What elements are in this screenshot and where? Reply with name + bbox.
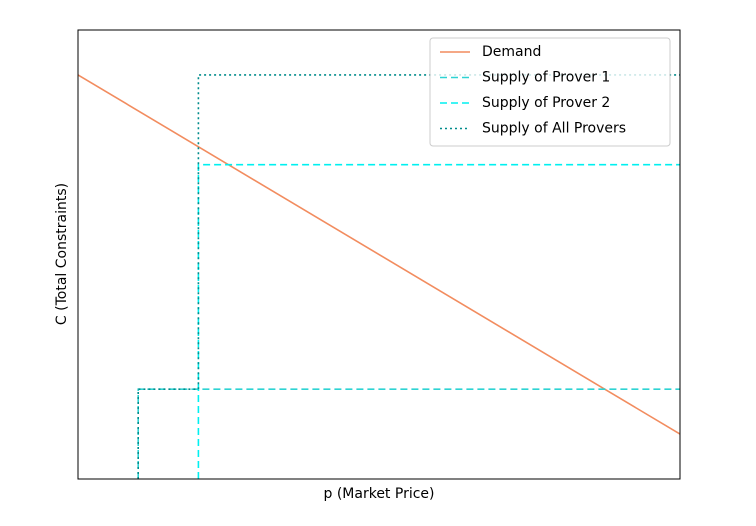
legend-label: Demand [482,44,541,60]
y-axis-label: C (Total Constraints) [54,183,70,325]
legend-box [429,37,671,147]
legend-label: Supply of All Provers [482,121,626,137]
series-line [197,163,680,479]
plot-frame [77,29,681,480]
legend-label: Supply of Prover 2 [482,95,610,111]
series-line [78,74,680,435]
x-axis-label: p (Market Price) [324,486,435,502]
series-line [137,388,680,479]
legend-label: Supply of Prover 1 [482,70,610,86]
